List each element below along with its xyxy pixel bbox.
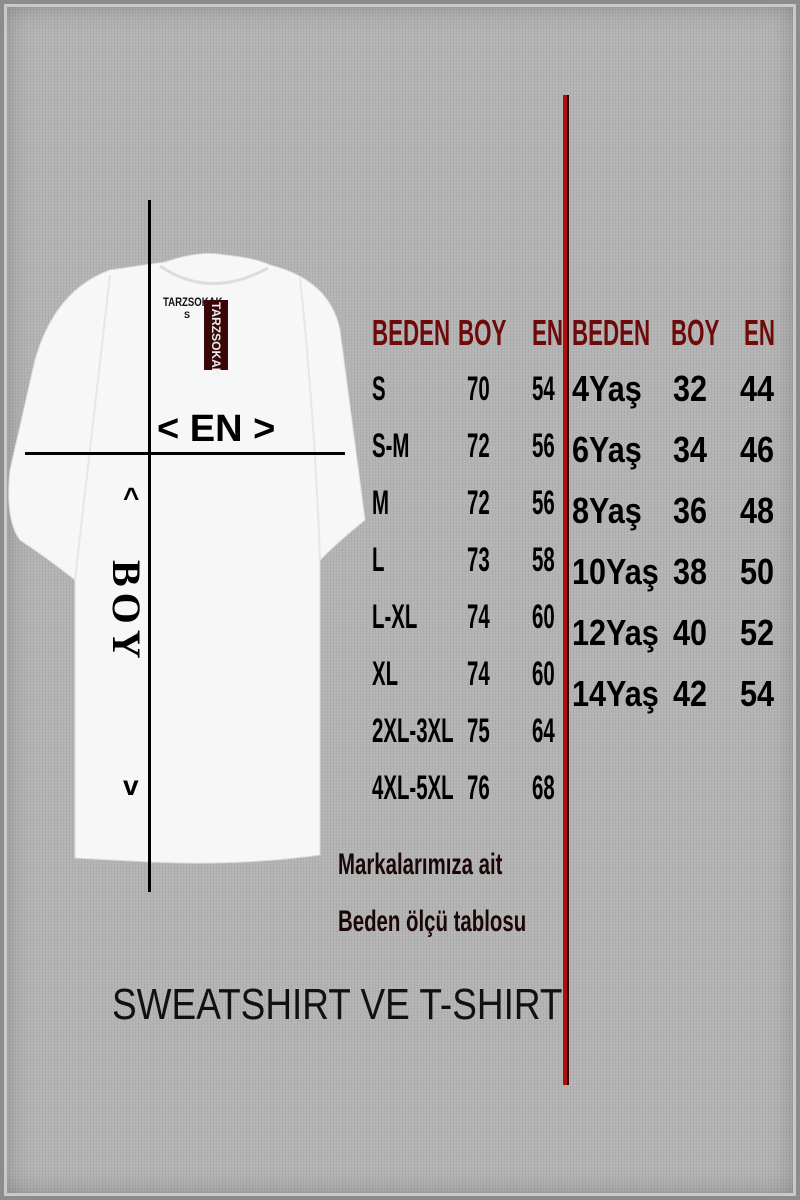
width-cell: 44: [740, 368, 775, 409]
width-label: < EN >: [157, 408, 276, 450]
divider-line: [563, 95, 569, 1085]
length-cell: 72: [467, 427, 490, 465]
length-cell: 38: [673, 551, 708, 592]
length-cell: 76: [467, 769, 490, 807]
width-cell: 58: [532, 541, 555, 579]
width-cell: 54: [740, 673, 775, 714]
neck-size: S: [184, 310, 191, 320]
hang-tag-text: TARZSOKAK: [209, 302, 223, 377]
size-cell: 12Yaş: [572, 612, 659, 653]
width-line: [25, 452, 345, 455]
arrow-up: ^: [123, 482, 140, 513]
width-cell: 50: [740, 551, 775, 592]
header-en: EN: [744, 312, 776, 353]
header-beden: BEDEN: [572, 312, 651, 353]
product-title: SWEATSHIRT VE T-SHIRT: [112, 980, 563, 1029]
width-cell: 48: [740, 490, 775, 531]
width-cell: 52: [740, 612, 775, 653]
length-cell: 74: [467, 598, 490, 636]
arrow-down: v: [123, 770, 139, 801]
length-cell: 73: [467, 541, 490, 579]
width-cell: 60: [532, 598, 555, 636]
size-cell: M: [372, 484, 389, 522]
length-cell: 34: [673, 429, 708, 470]
header-boy: BOY: [458, 312, 507, 353]
length-cell: 40: [673, 612, 708, 653]
size-cell: L-XL: [372, 598, 418, 636]
width-cell: 54: [532, 370, 555, 408]
size-cell: L: [372, 541, 385, 579]
length-line: [148, 200, 151, 892]
size-cell: XL: [372, 655, 399, 693]
width-cell: 56: [532, 427, 555, 465]
hang-tag: TARZSOKAK: [204, 300, 228, 376]
note-line-1: Markalarımıza ait: [338, 848, 503, 881]
size-cell: 2XL-3XL: [372, 712, 454, 750]
size-cell: 4Yaş: [572, 368, 642, 409]
size-cell: 8Yaş: [572, 490, 642, 531]
width-cell: 56: [532, 484, 555, 522]
width-cell: 68: [532, 769, 555, 807]
length-cell: 32: [673, 368, 708, 409]
size-cell: 14Yaş: [572, 673, 659, 714]
length-cell: 36: [673, 490, 708, 531]
size-cell: 4XL-5XL: [372, 769, 454, 807]
length-cell: 42: [673, 673, 708, 714]
length-cell: 70: [467, 370, 490, 408]
header-en: EN: [532, 312, 564, 353]
size-cell: 10Yaş: [572, 551, 659, 592]
length-label: BOY: [104, 560, 149, 665]
header-beden: BEDEN: [372, 312, 451, 353]
header-boy: BOY: [671, 312, 720, 353]
size-cell: S-M: [372, 427, 410, 465]
length-cell: 72: [467, 484, 490, 522]
width-cell: 64: [532, 712, 555, 750]
size-cell: S: [372, 370, 386, 408]
length-cell: 74: [467, 655, 490, 693]
length-cell: 75: [467, 712, 490, 750]
width-cell: 60: [532, 655, 555, 693]
width-cell: 46: [740, 429, 775, 470]
size-cell: 6Yaş: [572, 429, 642, 470]
note-line-2: Beden ölçü tablosu: [338, 905, 527, 938]
